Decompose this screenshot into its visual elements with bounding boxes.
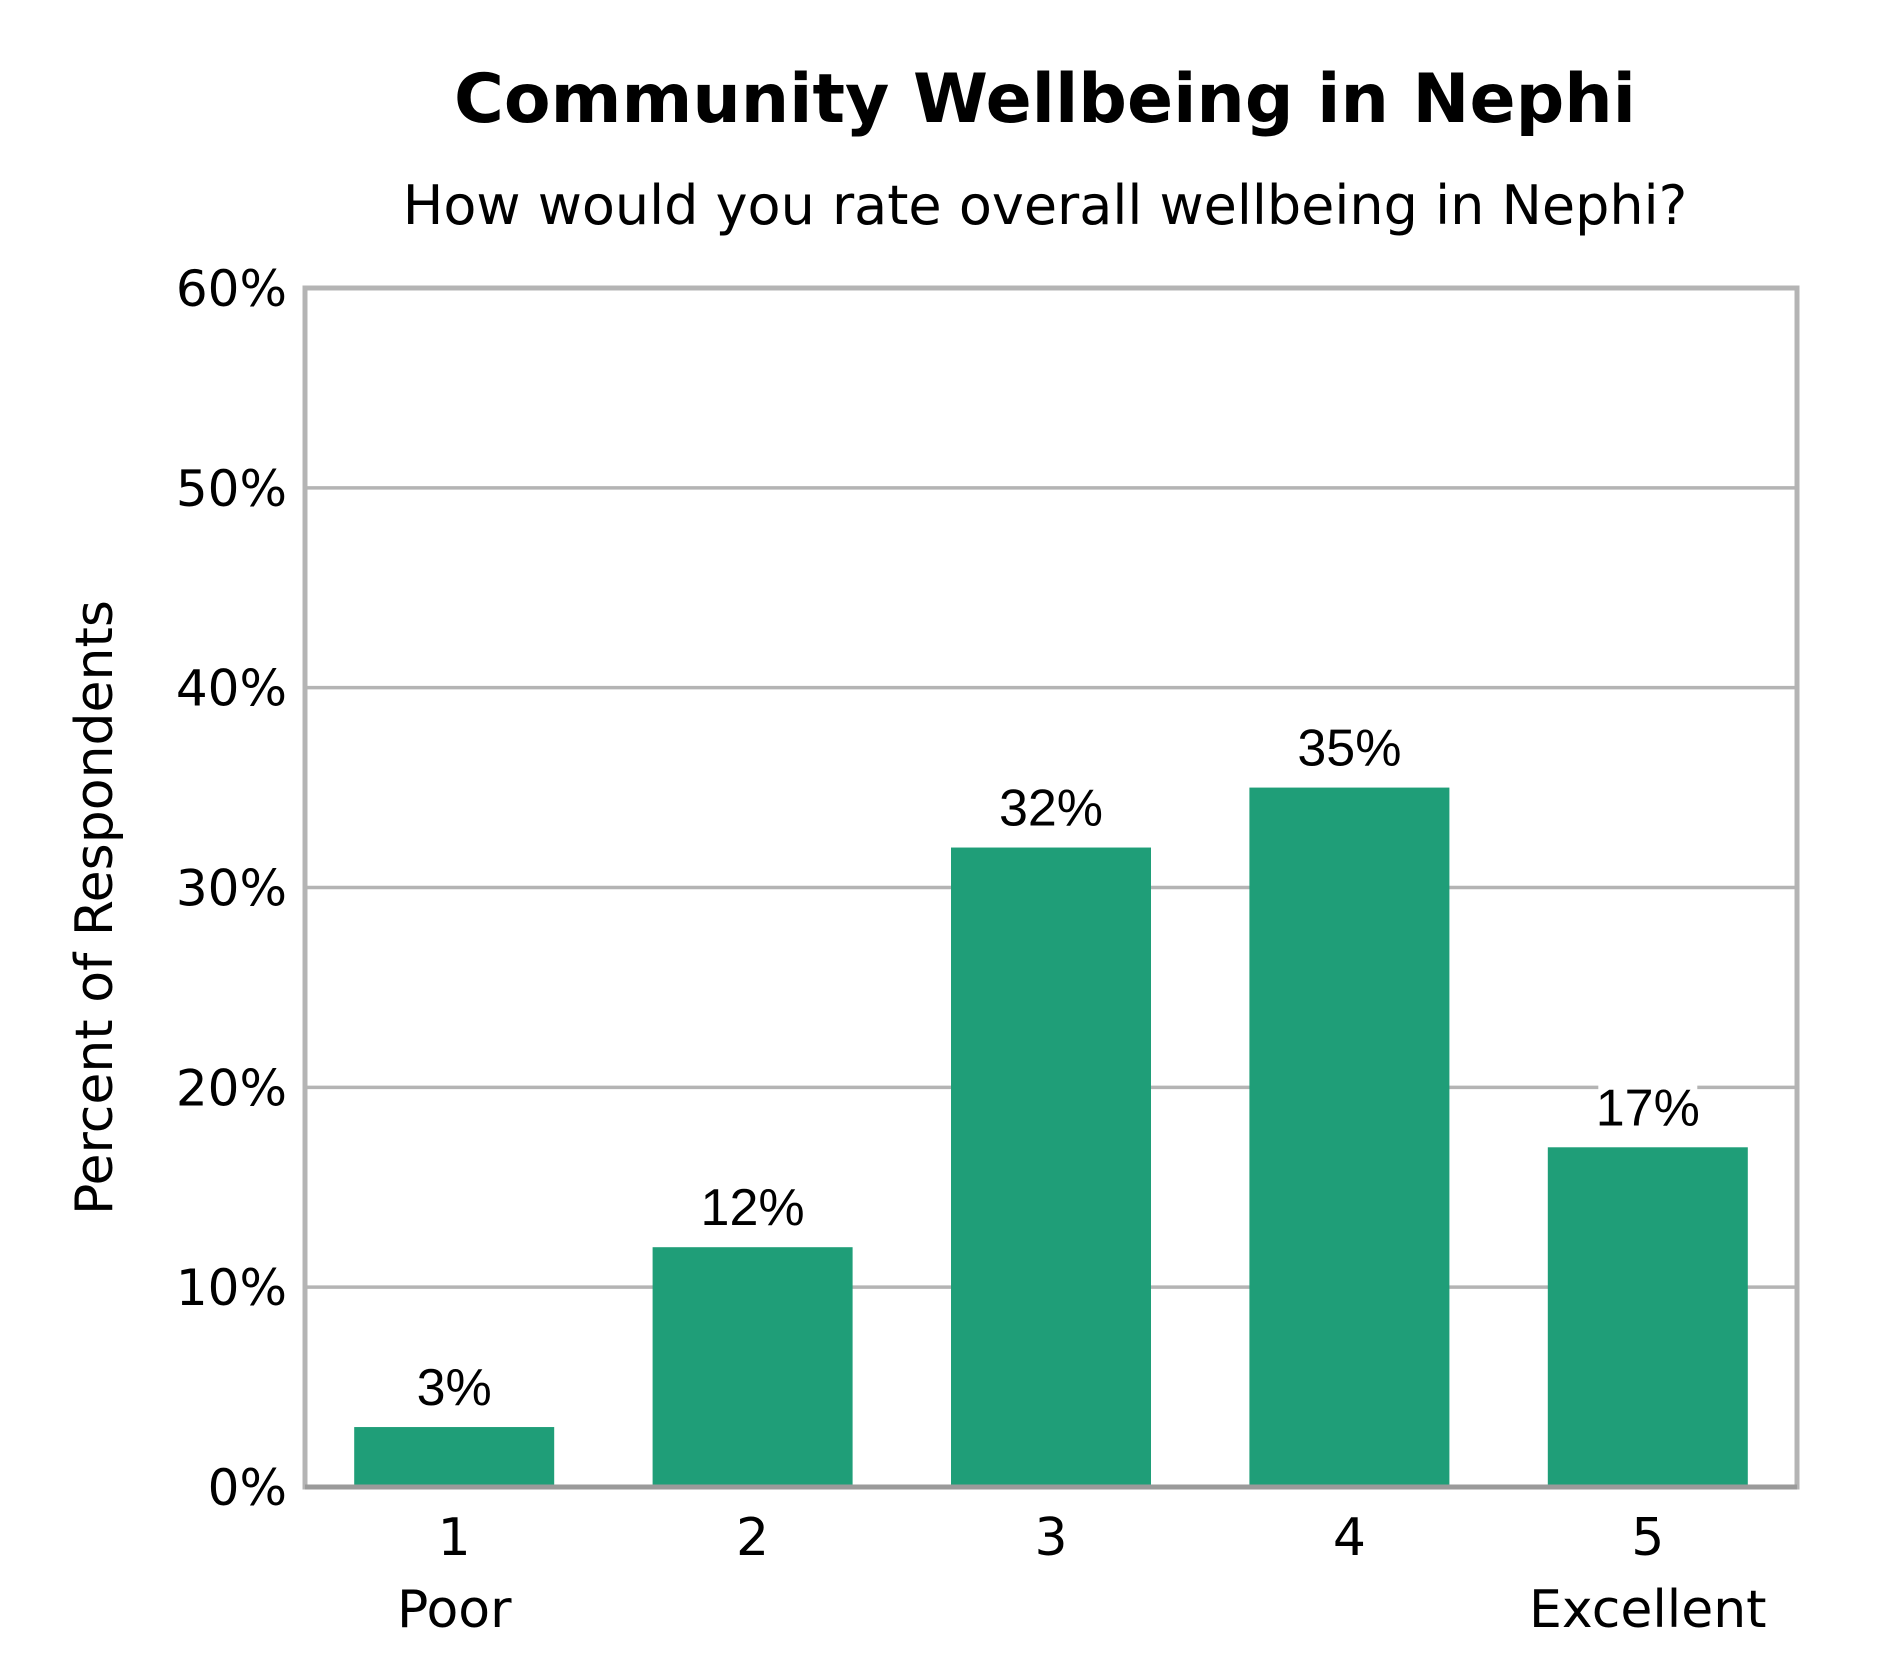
x-tick-labels: 1 Poor 2 3 4 5 Excellent xyxy=(397,1508,1767,1640)
y-tick-label: 20% xyxy=(176,1059,287,1117)
x-tick-sublabel: Excellent xyxy=(1529,1580,1767,1640)
y-tick-label: 0% xyxy=(208,1459,287,1517)
chart-title: Community Wellbeing in Nephi xyxy=(454,60,1636,139)
bar-2 xyxy=(652,1247,853,1487)
chart-subtitle: How would you rate overall wellbeing in … xyxy=(402,174,1688,237)
data-label-bg xyxy=(1299,723,1399,776)
data-label-2: 12% xyxy=(701,1179,805,1237)
bar-3 xyxy=(951,847,1151,1487)
data-label-1: 3% xyxy=(417,1359,492,1417)
x-tick-label: 4 xyxy=(1333,1508,1366,1568)
x-tick-label: 1 xyxy=(438,1508,471,1568)
data-labels: 3% 12% 32% 35% 17% xyxy=(417,720,1700,1417)
x-tick-label: 2 xyxy=(736,1508,769,1568)
data-label-bg xyxy=(1598,1083,1698,1136)
y-tick-labels: 0% 10% 20% 30% 40% 50% 60% xyxy=(176,260,287,1517)
y-axis-title: Percent of Respondents xyxy=(65,600,125,1215)
bar-1 xyxy=(354,1427,555,1487)
bars xyxy=(354,787,1748,1487)
data-label-bg xyxy=(703,1183,803,1236)
data-label-bg xyxy=(419,1363,490,1416)
y-tick-label: 60% xyxy=(176,260,287,318)
x-tick-label: 3 xyxy=(1034,1508,1067,1568)
y-tick-label: 10% xyxy=(176,1259,287,1317)
data-label-4: 35% xyxy=(1297,720,1401,778)
data-label-bg xyxy=(1001,783,1101,836)
y-tick-label: 30% xyxy=(176,860,287,918)
x-tick-label: 5 xyxy=(1631,1508,1664,1568)
bar-4 xyxy=(1249,787,1450,1487)
y-tick-label: 40% xyxy=(176,660,287,718)
x-tick-sublabel: Poor xyxy=(397,1580,512,1640)
data-label-5: 17% xyxy=(1596,1079,1700,1137)
data-label-3: 32% xyxy=(999,780,1103,838)
y-tick-label: 50% xyxy=(176,460,287,518)
bar-5 xyxy=(1547,1147,1748,1487)
